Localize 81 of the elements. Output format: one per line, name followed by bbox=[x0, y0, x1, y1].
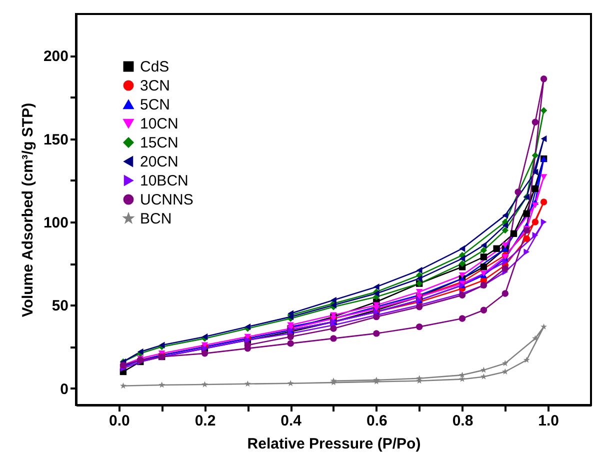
legend-label: CdS bbox=[140, 58, 170, 76]
legend-label: 10BCN bbox=[140, 172, 188, 190]
point bbox=[523, 356, 530, 363]
point bbox=[480, 254, 488, 260]
y-tick-label: 150 bbox=[43, 131, 68, 148]
y-tick-label: 100 bbox=[43, 214, 68, 232]
point bbox=[416, 288, 423, 295]
point bbox=[502, 265, 509, 272]
point bbox=[540, 135, 547, 142]
y-axis-title: Volume Adsorbed (cm³/g STP) bbox=[19, 102, 36, 318]
x-tick-label: 0.2 bbox=[194, 412, 216, 430]
point bbox=[287, 380, 294, 386]
x-tick-label: 1.0 bbox=[538, 412, 560, 430]
point bbox=[540, 76, 548, 82]
point bbox=[532, 202, 539, 208]
point bbox=[458, 315, 466, 322]
point bbox=[514, 188, 522, 196]
point bbox=[330, 296, 336, 304]
point bbox=[502, 242, 509, 248]
point bbox=[532, 218, 539, 226]
point bbox=[532, 185, 539, 192]
y-tick-label: 0 bbox=[60, 380, 68, 398]
point bbox=[502, 226, 509, 234]
point bbox=[416, 275, 422, 282]
point bbox=[374, 284, 380, 290]
point bbox=[330, 325, 337, 332]
point bbox=[201, 350, 208, 357]
point bbox=[120, 382, 126, 389]
point bbox=[502, 290, 509, 297]
point bbox=[540, 174, 548, 180]
x-axis-title: Relative Pressure (P/Po) bbox=[247, 436, 421, 452]
point bbox=[502, 368, 508, 374]
text: 0.0 bbox=[108, 412, 130, 430]
legend-label: 10CN bbox=[140, 116, 178, 132]
legend-label: BCN bbox=[140, 210, 172, 228]
legend-label: UCNNS bbox=[140, 192, 194, 208]
point bbox=[532, 232, 538, 239]
point bbox=[480, 246, 488, 254]
point bbox=[480, 242, 487, 249]
point bbox=[502, 212, 508, 219]
point bbox=[540, 218, 547, 226]
point bbox=[524, 248, 530, 256]
point bbox=[458, 272, 466, 278]
point bbox=[459, 376, 466, 382]
point bbox=[523, 210, 530, 218]
x-tick-label: 0.4 bbox=[280, 412, 302, 430]
point bbox=[373, 330, 380, 337]
point bbox=[540, 198, 548, 206]
legend-label: 20CN bbox=[140, 154, 178, 170]
point bbox=[510, 230, 518, 237]
x-tick-label: 0.6 bbox=[366, 412, 388, 430]
point bbox=[480, 306, 488, 314]
point bbox=[540, 323, 547, 330]
legend-label: 3CN bbox=[140, 78, 170, 94]
point bbox=[330, 335, 337, 342]
point bbox=[244, 380, 251, 387]
point bbox=[287, 340, 294, 347]
x-tick-label: 0.8 bbox=[452, 412, 474, 430]
point bbox=[416, 323, 423, 330]
point bbox=[532, 168, 538, 176]
point bbox=[532, 118, 539, 126]
point bbox=[502, 258, 508, 266]
legend-label: 5CN bbox=[140, 96, 170, 114]
point bbox=[502, 222, 508, 229]
point bbox=[493, 245, 500, 252]
point bbox=[459, 245, 466, 252]
point bbox=[532, 335, 538, 342]
point bbox=[459, 255, 466, 262]
point bbox=[158, 382, 166, 388]
point bbox=[202, 381, 208, 388]
point bbox=[532, 152, 539, 159]
legend-label: 15CN bbox=[140, 134, 178, 152]
point bbox=[540, 107, 548, 114]
point bbox=[502, 360, 508, 366]
y-tick-label: 200 bbox=[43, 48, 68, 66]
point bbox=[416, 266, 422, 274]
y-tick-label: 50 bbox=[52, 298, 68, 315]
point bbox=[287, 333, 294, 340]
point bbox=[480, 264, 488, 270]
point bbox=[523, 235, 530, 242]
point bbox=[458, 260, 466, 267]
